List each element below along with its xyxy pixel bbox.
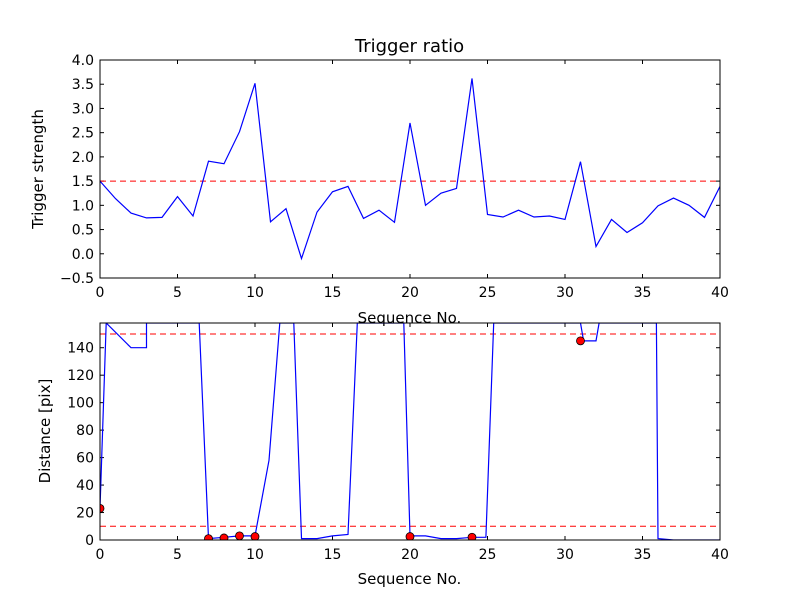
y-tick-label: 40 <box>76 478 94 494</box>
x-tick-label: 25 <box>479 547 497 563</box>
x-tick-label: 0 <box>96 547 105 563</box>
x-tick-label: 15 <box>324 547 342 563</box>
x-tick-label: 20 <box>401 547 419 563</box>
data-point <box>467 532 477 540</box>
axis-ticks: 0 5 10 15 20 25 30 35 40 0 20 40 60 80 100 120 140 <box>67 323 729 563</box>
data-point <box>204 534 213 540</box>
y-tick-label: −0.5 <box>60 271 94 287</box>
data-point <box>219 533 229 540</box>
x-tick-label: 0 <box>96 285 105 301</box>
y-tick-label: 20 <box>76 506 94 522</box>
axis-ticks: 0 5 10 15 20 25 30 35 40 −0.5 0.0 0.5 1.0 1.5 2.0 2.5 3.… <box>60 53 729 301</box>
y-tick-label: 3.5 <box>72 77 94 93</box>
x-tick-label: 20 <box>401 285 419 301</box>
data-point <box>576 336 585 346</box>
y-tick-label: 120 <box>67 368 94 384</box>
data-point <box>235 531 244 540</box>
x-tick-label: 30 <box>556 547 574 563</box>
y-tick-label: 0.0 <box>72 247 94 263</box>
y-tick-label: 4.0 <box>72 53 94 69</box>
x-tick-label: 10 <box>246 285 264 301</box>
x-tick-label: 10 <box>246 547 264 563</box>
y-tick-label: 0 <box>85 533 94 549</box>
data-point <box>405 532 415 540</box>
data-point <box>100 504 105 513</box>
x-tick-label: 40 <box>711 285 729 301</box>
y-tick-label: 140 <box>67 341 94 357</box>
x-tick-label: 5 <box>173 285 182 301</box>
x-tick-label: 25 <box>479 285 497 301</box>
x-tick-label: 35 <box>634 547 652 563</box>
distance-chart: Distance [pix] Sequence No. 0 5 10 15 20 25 30… <box>36 322 729 588</box>
plot-frame <box>99 59 721 279</box>
y-tick-label: 80 <box>76 423 94 439</box>
plot-frame <box>99 322 721 541</box>
y-tick-label: 2.0 <box>72 150 94 166</box>
y-axis-label: Trigger strength <box>29 109 47 230</box>
x-axis-label: Sequence No. <box>358 570 462 588</box>
x-tick-label: 35 <box>634 285 652 301</box>
y-tick-label: 3.0 <box>72 101 94 117</box>
chart-marks <box>100 78 720 261</box>
y-tick-label: 100 <box>67 396 94 412</box>
series-line <box>100 323 720 540</box>
y-axis-label: Distance [pix] <box>36 379 54 484</box>
series-line <box>100 78 720 261</box>
x-tick-label: 15 <box>324 285 342 301</box>
y-tick-label: 60 <box>76 451 94 467</box>
data-point <box>250 532 260 540</box>
y-tick-label: 2.5 <box>72 126 94 142</box>
chart-title: Trigger ratio <box>354 36 464 57</box>
y-tick-label: 0.5 <box>72 223 94 239</box>
x-tick-label: 40 <box>711 547 729 563</box>
x-tick-label: 5 <box>173 547 182 563</box>
y-tick-label: 1.0 <box>72 198 94 214</box>
y-tick-label: 1.5 <box>72 174 94 190</box>
x-tick-label: 30 <box>556 285 574 301</box>
